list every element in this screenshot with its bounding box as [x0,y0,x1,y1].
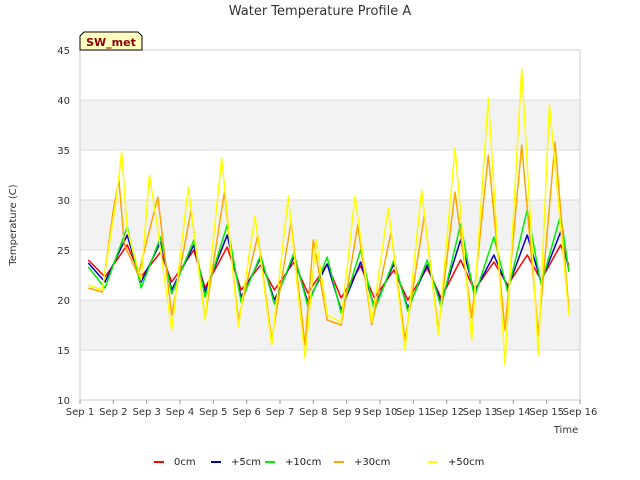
series-line-50cm [88,68,570,366]
series-line-0cm [87,244,570,301]
x-axis-ticks: Sep 1 Sep 2 Sep 3 Sep 4 Sep 5 Sep 6 Sep 7 Sep 8… [66,400,598,418]
legend-label: 0cm [174,457,196,468]
grid-band [80,150,580,200]
legend: 0cm +5cm +10cm +30cm +50cm [154,457,484,468]
x-tick-label: Sep 8 [299,407,327,418]
x-tick-label: Sep 9 [332,407,360,418]
x-tick-label: Sep 3 [132,407,160,418]
legend-label: +10cm [285,457,321,468]
y-tick-label: 20 [57,296,70,307]
sw-met-badge-box [79,31,143,51]
plot-area [79,49,581,401]
grid-band [80,300,580,350]
grid-band [80,350,580,400]
y-tick-label: 25 [57,246,70,257]
x-axis-label: Time [553,425,578,436]
y-tick-label: 35 [57,146,70,157]
sw-met-badge: SW_met [79,31,143,51]
legend-label: +50cm [448,457,484,468]
x-tick-label: Sep 14 [496,407,531,418]
y-tick-label: 10 [57,396,70,407]
sw-met-badge-text: SW_met [86,36,136,49]
grid-band [80,50,580,100]
x-tick-label: Sep 10 [363,407,398,418]
plot-border [79,49,581,401]
y-axis-ticks: 10 15 20 25 30 35 40 45 [57,46,70,407]
x-tick-label: Sep 11 [396,407,431,418]
series-line-10cm [87,209,570,314]
y-tick-label: 40 [57,96,70,107]
y-tick-label: 30 [57,196,70,207]
x-tick-label: Sep 16 [563,407,598,418]
y-tick-label: 45 [57,46,70,57]
x-tick-label: Sep 1 [66,407,94,418]
x-tick-label: Sep 7 [266,407,294,418]
legend-label: +5cm [231,457,261,468]
x-tick-label: Sep 13 [463,407,498,418]
x-tick-label: Sep 4 [166,407,194,418]
chart-title: Water Temperature Profile A [229,4,412,19]
y-tick-label: 15 [57,346,70,357]
x-tick-label: Sep 15 [529,407,564,418]
x-tick-label: Sep 6 [232,407,260,418]
legend-label: +30cm [354,457,390,468]
series-line-30cm [88,141,570,346]
x-tick-label: Sep 12 [429,407,464,418]
x-tick-label: Sep 5 [199,407,227,418]
grid-band [80,100,580,150]
x-tick-label: Sep 2 [99,407,127,418]
y-axis-label: Temperature (C) [8,184,19,266]
